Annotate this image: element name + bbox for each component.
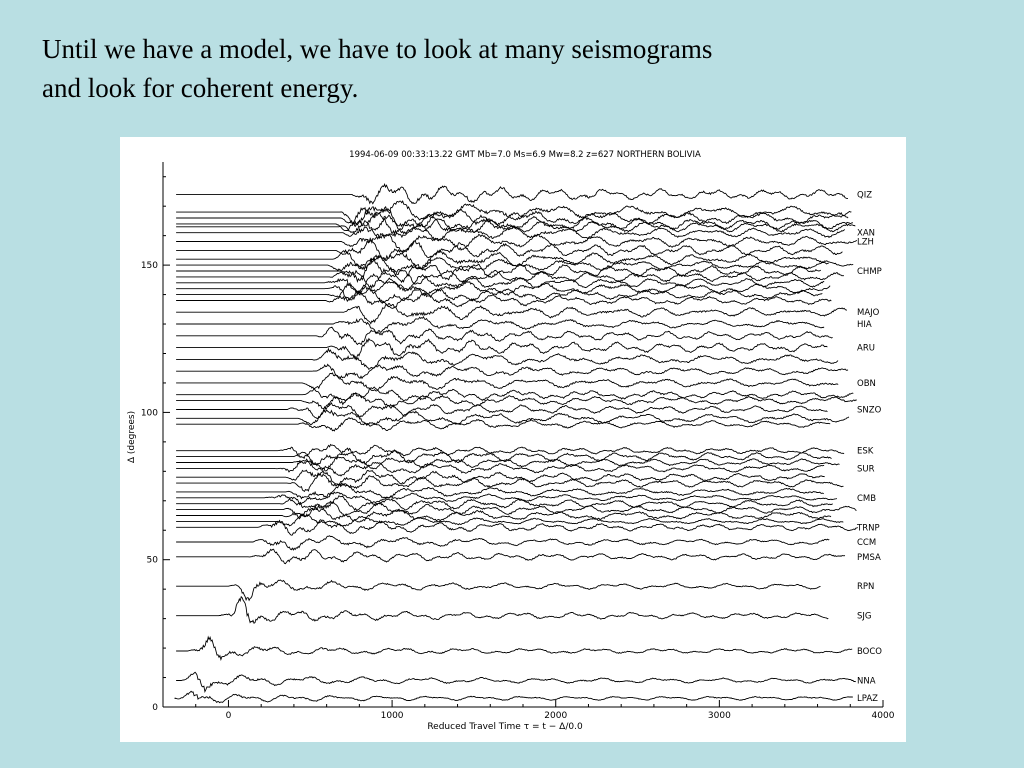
station-label: XAN [857,229,875,239]
x-tick-label: 1000 [381,711,404,721]
y-axis-label: Δ (degrees) [127,411,137,463]
trace-rpn [176,579,821,602]
trace-sjg [176,595,829,624]
station-label: CHMP [857,267,882,277]
slide-text-line-1: Until we have a model, we have to look a… [42,34,713,64]
trace-snzo [176,402,828,420]
trace [176,447,832,467]
trace-nna [176,671,856,694]
y-tick-label: 150 [141,261,158,271]
trace-majo [176,303,847,325]
trace [176,214,856,235]
y-tick-label: 100 [141,408,158,418]
trace [176,237,843,262]
station-label: SJG [857,612,872,622]
trace [176,386,854,406]
trace [176,504,832,523]
station-label: OBN [857,379,876,389]
trace [176,514,844,527]
station-label: ESK [857,447,874,457]
trace [176,483,824,500]
station-label: LZH [857,238,874,248]
x-tick-label: 0 [226,711,232,721]
trace [176,200,852,227]
station-label: HIA [857,320,872,330]
station-label: QIZ [857,190,872,200]
station-label: SUR [857,464,875,474]
y-tick-label: 50 [147,556,159,566]
x-axis-label: Reduced Travel Time τ = t − Δ/0.0 [427,722,583,732]
trace [176,456,840,472]
trace [176,500,857,519]
trace-chmp [176,257,822,284]
trace [176,326,833,346]
seismogram-chart: 1994-06-09 00:33:13.22 GMT Mb=7.0 Ms=6.9… [127,150,895,732]
x-tick-label: 2000 [544,711,567,721]
trace [176,409,850,427]
trace [176,392,857,410]
station-label: TRNP [856,523,880,533]
traces [174,183,859,704]
station-label: BOCO [857,647,882,657]
station-label: NNA [857,676,876,686]
station-label: RPN [857,582,874,592]
y-tick-label: 0 [152,703,158,713]
seismogram-figure: 1994-06-09 00:33:13.22 GMT Mb=7.0 Ms=6.9… [120,137,906,742]
station-label: LPAZ [857,694,878,704]
x-tick-label: 4000 [872,711,895,721]
chart-title: 1994-06-09 00:33:13.22 GMT Mb=7.0 Ms=6.9… [349,150,701,160]
trace-cmb [176,491,837,506]
trace-qiz [176,183,848,205]
station-label: SNZO [857,405,882,415]
trace [176,417,831,432]
trace-trnp [176,519,859,536]
trace-pmsa [176,548,846,565]
trace [176,469,825,486]
trace-esk [176,443,845,460]
station-label: ARU [857,344,875,354]
station-label: CCM [857,538,876,548]
trace [176,347,839,370]
axes: 0 1000 2000 3000 4000 0 50 100 150 [141,162,895,721]
trace [176,363,849,380]
trace [176,289,832,309]
station-label: CMB [857,494,876,504]
slide-text-line-2: and look for coherent energy. [42,73,359,103]
trace-aru [176,337,828,361]
slide-text: Until we have a model, we have to look a… [42,30,942,108]
x-tick-label: 3000 [708,711,731,721]
station-label: MAJO [857,308,880,318]
trace-lpaz [174,690,853,704]
trace-obn [176,372,839,392]
trace [176,283,823,304]
trace [176,254,854,274]
trace [176,472,844,493]
trace-ccm [176,535,830,551]
station-label: PMSA [857,553,881,563]
trace [176,211,853,235]
trace-sur [176,458,825,477]
trace [176,269,844,290]
trace-xan [176,220,846,242]
trace-boco [176,635,853,662]
trace-hia [176,315,825,334]
trace-lzh [176,232,858,254]
trace [176,277,831,301]
